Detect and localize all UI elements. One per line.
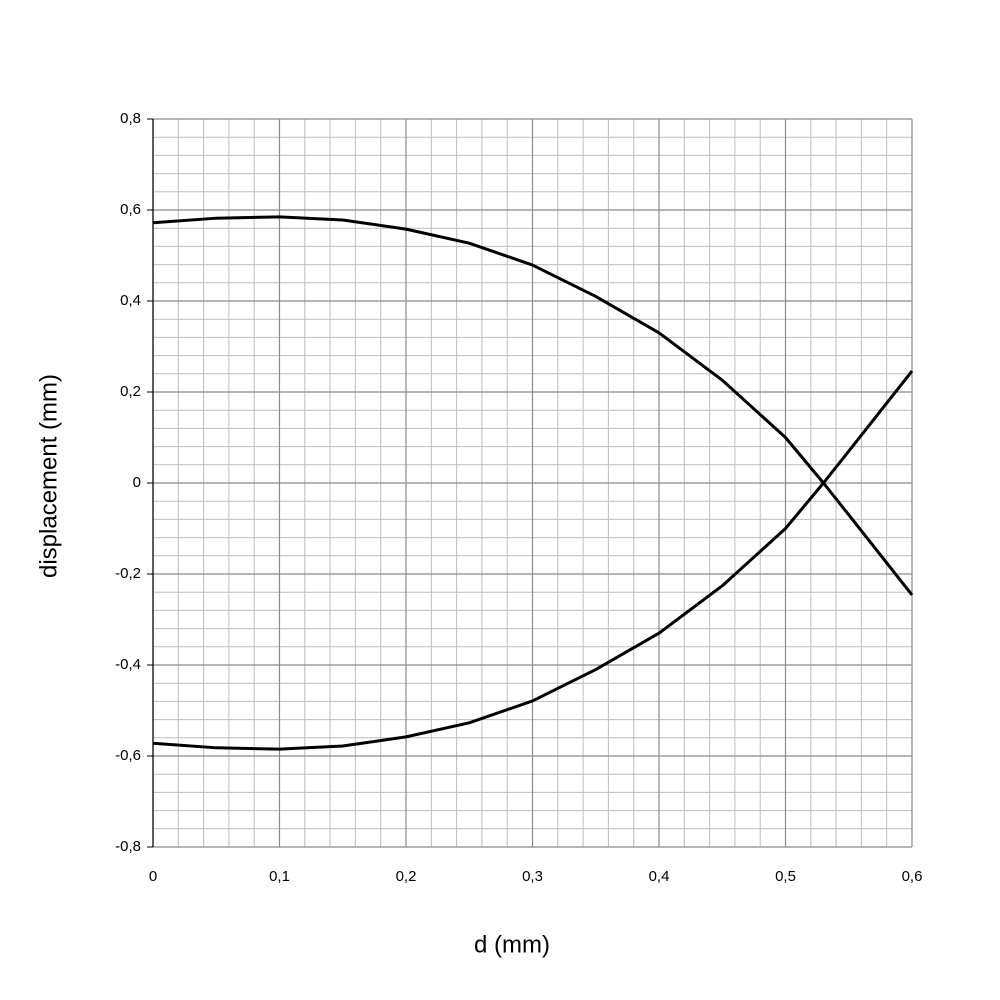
data-line xyxy=(152,370,914,751)
data-line xyxy=(152,215,914,596)
y-tick-label: -0,8 xyxy=(115,838,141,855)
y-tick-label: 0,2 xyxy=(120,383,141,400)
y-tick-label: 0,6 xyxy=(120,201,141,218)
x-tick-label: 0,4 xyxy=(649,868,670,885)
y-tick-label: -0,6 xyxy=(115,747,141,764)
x-tick-label: 0,1 xyxy=(269,868,290,885)
x-tick-label: 0,6 xyxy=(902,868,923,885)
x-tick-label: 0,5 xyxy=(775,868,796,885)
y-tick-label: 0 xyxy=(133,474,141,491)
y-tick-label: -0,4 xyxy=(115,656,141,673)
y-tick-label: 0,4 xyxy=(120,292,141,309)
y-axis-title: displacement (mm) xyxy=(35,374,62,578)
x-tick-label: 0,3 xyxy=(522,868,543,885)
x-tick-label: 0 xyxy=(149,868,157,885)
y-tick-label: 0,8 xyxy=(120,110,141,127)
x-axis-title: d (mm) xyxy=(474,931,550,958)
y-tick-label: -0,2 xyxy=(115,565,141,582)
x-tick-label: 0,2 xyxy=(396,868,417,885)
